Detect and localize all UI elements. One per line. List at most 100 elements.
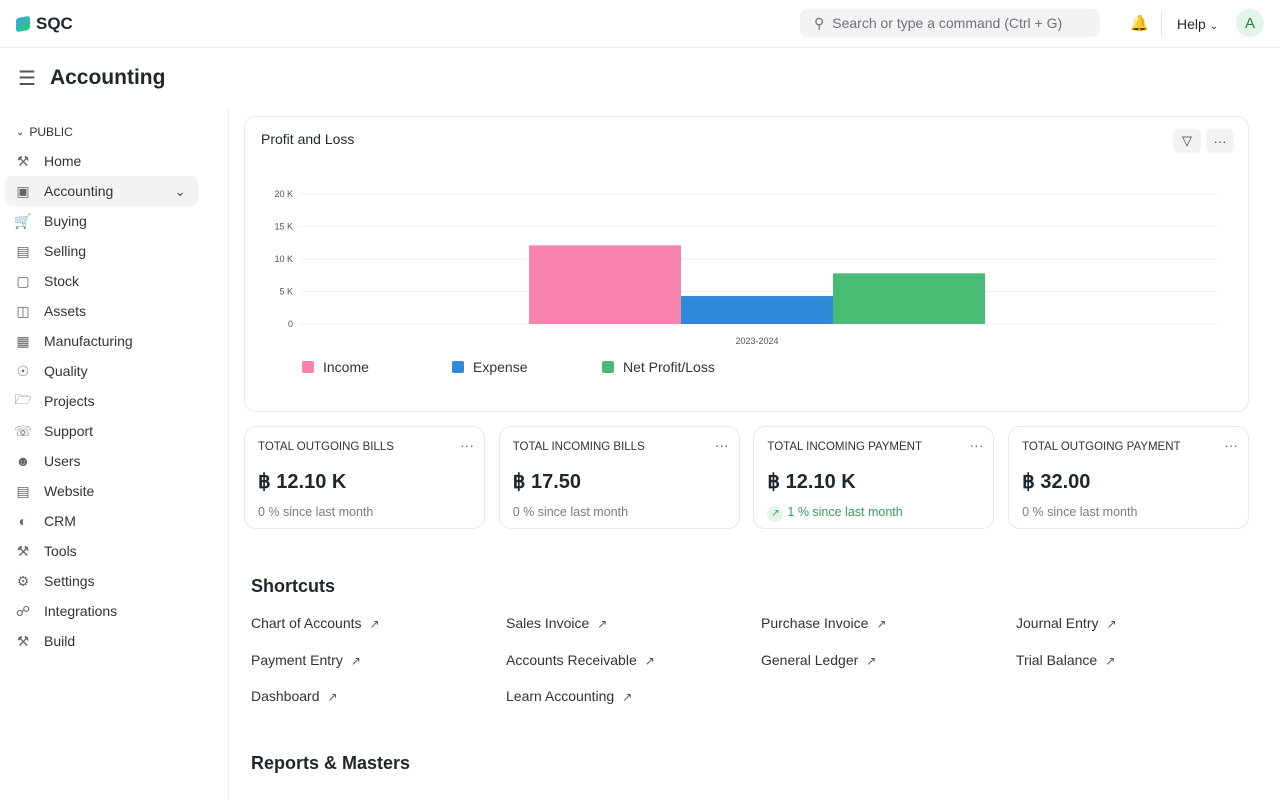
legend-swatch [602, 361, 614, 373]
number-card[interactable]: TOTAL OUTGOING BILLS ··· ฿ 12.10 K 0 % sinc… [244, 426, 485, 529]
more-icon[interactable]: ··· [460, 437, 474, 453]
y-tick-label: 10 K [274, 254, 293, 264]
legend-item[interactable]: Net Profit/Loss [602, 359, 715, 375]
sidebar-item-projects[interactable]: 🗁 Projects [5, 386, 198, 416]
arrow-up-right-icon: ↗ [597, 617, 608, 631]
chevron-down-icon: ⌄ [1209, 21, 1219, 32]
number-card[interactable]: TOTAL OUTGOING PAYMENT ··· ฿ 32.00 0 % sinc… [1008, 426, 1250, 529]
factory-icon: ▦ [16, 332, 30, 349]
shortcut-link[interactable]: Purchase Invoice ↗ [761, 615, 886, 631]
avatar[interactable]: A [1236, 9, 1264, 37]
number-card[interactable]: TOTAL INCOMING BILLS ··· ฿ 17.50 0 % since … [498, 426, 740, 529]
shortcut-label: Learn Accounting [506, 688, 615, 704]
sidebar-item-label: Quality [44, 363, 88, 379]
card-trend: 0 % since last month [258, 505, 373, 519]
sidebar-item-tools[interactable]: ⚒ Tools [5, 536, 198, 566]
headset-icon: ☏ [14, 422, 32, 439]
bar-net-profit-loss[interactable] [833, 273, 985, 324]
selling-icon: ▤ [16, 242, 30, 259]
shortcut-label: Chart of Accounts [251, 615, 362, 631]
filter-button[interactable]: ▽ [1173, 129, 1201, 153]
brand-logo[interactable]: SQC [16, 14, 73, 34]
arrow-up-right-icon: ↗ [350, 653, 361, 668]
shortcut-label: Sales Invoice [506, 615, 590, 631]
profit-loss-chart-card: Profit and Loss ▽ ··· 0 5 K 10 K 15 K 20 K 20… [244, 116, 1249, 412]
bar-income[interactable] [529, 245, 681, 324]
y-tick-label: 15 K [274, 222, 293, 232]
sidebar-section-public[interactable]: ⌄ PUBLIC [0, 118, 228, 146]
card-trend: 0 % since last month [513, 505, 628, 519]
more-icon[interactable]: ··· [1224, 437, 1239, 453]
sidebar-item-manufacturing[interactable]: ▦ Manufacturing [5, 326, 198, 356]
chevron-down-icon[interactable]: ⌄ [174, 182, 186, 199]
card-label: TOTAL OUTGOING BILLS [258, 441, 394, 453]
logo-icon [16, 15, 30, 32]
sidebar-item-home[interactable]: ⚒ Home [5, 146, 198, 176]
card-trend: 0 % since last month [1022, 505, 1137, 519]
shortcut-link[interactable]: General Ledger ↗ [761, 652, 876, 668]
more-icon[interactable]: ··· [969, 437, 984, 453]
shortcut-link[interactable]: Payment Entry ↗ [251, 652, 361, 668]
accounting-icon: ▣ [16, 182, 30, 199]
sidebar-item-label: Users [44, 453, 81, 469]
card-value: ฿ 32.00 [1022, 471, 1091, 493]
sidebar-item-accounting[interactable]: ▣ Accounting ⌄ [5, 176, 198, 206]
sidebar-item-build[interactable]: ⚒ Build [5, 626, 198, 656]
sidebar-item-assets[interactable]: ◫ Assets [5, 296, 198, 326]
arrow-up-right-icon: ↗ [876, 617, 887, 631]
card-value: ฿ 12.10 K [258, 471, 347, 493]
sidebar-item-users[interactable]: ☻ Users [5, 446, 198, 476]
card-label: TOTAL OUTGOING PAYMENT [1022, 441, 1181, 453]
sidebar-item-label: Integrations [44, 603, 118, 619]
brand-name: SQC [36, 13, 73, 33]
shortcut-link[interactable]: Chart of Accounts ↗ [251, 615, 380, 631]
sidebar-item-support[interactable]: ☏ Support [5, 416, 198, 446]
tools-icon: ⚒ [16, 542, 30, 559]
menu-icon[interactable]: ☰ [18, 67, 36, 90]
sidebar-item-website[interactable]: ▤ Website [5, 476, 198, 506]
sidebar-item-selling[interactable]: ▤ Selling [5, 236, 198, 266]
sidebar-item-stock[interactable]: ▢ Stock [5, 266, 198, 296]
shortcut-link[interactable]: Accounts Receivable ↗ [506, 652, 655, 668]
website-icon: ▤ [16, 482, 30, 499]
sidebar-item-crm[interactable]: ◐ CRM [5, 506, 198, 536]
more-icon[interactable]: ··· [714, 437, 729, 453]
sidebar-item-label: Stock [44, 273, 80, 289]
sidebar-item-buying[interactable]: 🛒 Buying [5, 206, 198, 236]
bar-chart: 0 5 K 10 K 15 K 20 K 2023-2024 [274, 189, 1217, 346]
legend-item[interactable]: Expense [452, 359, 527, 375]
search-input[interactable]: ⚲ Search or type a command (Ctrl + G) [800, 9, 1100, 37]
sidebar-item-quality[interactable]: ☉ Quality [5, 356, 198, 386]
sidebar-item-label: CRM [44, 513, 76, 529]
chart-menu-button[interactable]: ··· [1206, 129, 1234, 153]
sidebar-item-label: Projects [44, 393, 95, 409]
help-dropdown[interactable]: Help ⌄ [1177, 16, 1218, 32]
notification-bell-icon[interactable]: 🔔 [1130, 15, 1149, 32]
shortcut-link[interactable]: Sales Invoice ↗ [506, 615, 607, 631]
arrow-up-right-icon: ↗ [1105, 653, 1116, 668]
arrow-up-right-icon: ↗ [622, 690, 633, 704]
y-tick-label: 0 [288, 319, 293, 329]
shortcut-label: Trial Balance [1016, 651, 1098, 668]
trend-text: 0 % since last month [512, 505, 629, 519]
page-header: ☰ Accounting [0, 48, 1280, 108]
sidebar-item-label: Buying [44, 213, 87, 229]
bar-expense[interactable] [681, 296, 833, 324]
sidebar-item-label: Build [44, 633, 76, 649]
shortcut-label: Accounts Receivable [506, 651, 637, 668]
shortcut-link[interactable]: Dashboard ↗ [251, 688, 338, 704]
number-card[interactable]: TOTAL INCOMING PAYMENT ··· ฿ 12.10 K ↗ 1 % s… [753, 426, 995, 529]
sidebar-item-integrations[interactable]: ☍ Integrations [5, 596, 198, 626]
box-icon: ▢ [16, 272, 30, 289]
shortcut-link[interactable]: Journal Entry ↗ [1016, 615, 1117, 631]
quality-icon: ☉ [16, 362, 30, 379]
sidebar-item-label: Selling [44, 243, 87, 259]
divider [1161, 12, 1162, 36]
sidebar-item-settings[interactable]: ⚙ Settings [5, 566, 198, 596]
shortcut-link[interactable]: Trial Balance ↗ [1016, 652, 1115, 668]
sidebar-item-label: Tools [44, 543, 77, 559]
more-icon: ··· [1213, 133, 1227, 149]
shortcut-link[interactable]: Learn Accounting ↗ [506, 688, 632, 704]
legend-item[interactable]: Income [302, 359, 369, 375]
legend-label: Income [323, 359, 369, 375]
